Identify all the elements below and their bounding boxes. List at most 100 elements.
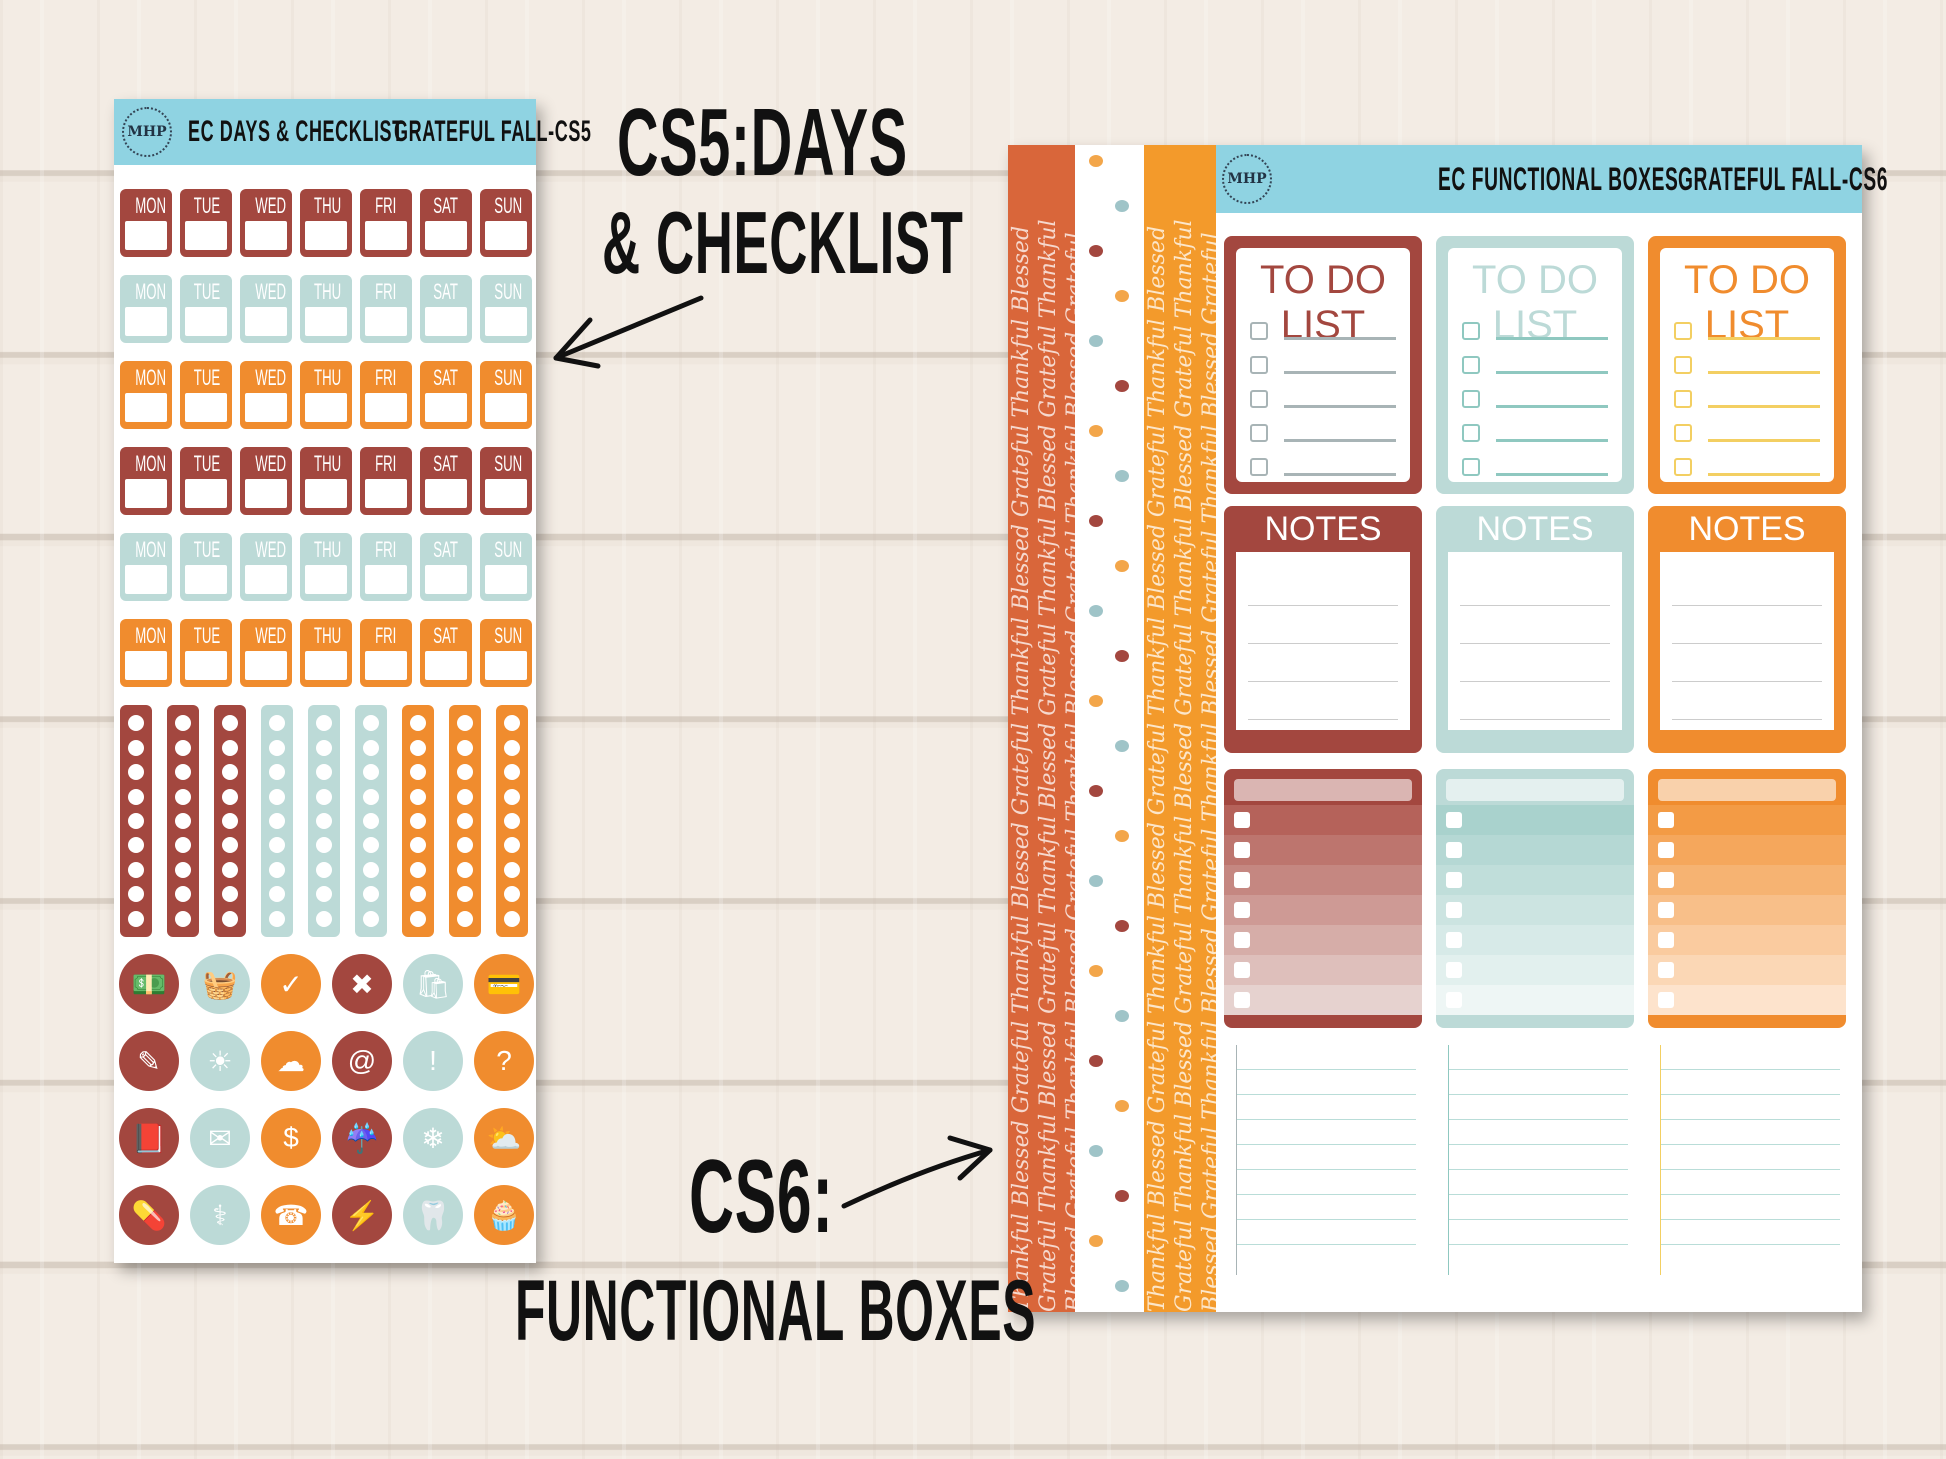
gradient-checkbox xyxy=(1658,992,1674,1008)
day-write-box xyxy=(485,221,527,250)
email-icon: @ xyxy=(332,1031,392,1091)
day-text: FRI xyxy=(375,279,397,304)
phone-icon: ☎ xyxy=(261,1185,321,1245)
todo-row xyxy=(1462,374,1608,408)
day-write-box xyxy=(245,479,287,508)
rain-cloud-icon: ☔ xyxy=(332,1108,392,1168)
checkbox-circle xyxy=(128,788,144,805)
ruled-line xyxy=(1661,1095,1840,1120)
day-sticker: THU xyxy=(300,447,352,515)
pumpkin-icon xyxy=(1089,155,1103,167)
day-text: TUE xyxy=(193,279,221,304)
envelope-icon: ✉ xyxy=(190,1108,250,1168)
gradient-row xyxy=(1648,805,1846,835)
day-sticker: WED xyxy=(240,447,292,515)
checkbox-circle xyxy=(269,739,285,756)
day-text: FRI xyxy=(375,537,397,562)
day-sticker: FRI xyxy=(360,189,412,257)
checkbox-circle xyxy=(269,910,285,927)
day-write-box xyxy=(185,565,227,594)
todo-row xyxy=(1462,340,1608,374)
ruled-line xyxy=(1661,1220,1840,1245)
checkbox-circle xyxy=(363,764,379,781)
notes-line xyxy=(1672,682,1822,720)
day-label: FRI xyxy=(365,193,407,221)
notes-line xyxy=(1248,606,1398,644)
day-text: TUE xyxy=(193,193,221,218)
checkbox-circle xyxy=(316,886,332,903)
todo-inner: TO DO LIST xyxy=(1448,248,1622,482)
notes-line xyxy=(1460,644,1610,682)
ruled-line xyxy=(1237,1120,1416,1145)
checklist-strip xyxy=(308,705,340,937)
day-sticker: FRI xyxy=(360,275,412,343)
todo-row xyxy=(1674,340,1820,374)
checkbox-circle xyxy=(457,861,473,878)
todo-line xyxy=(1496,405,1608,408)
day-label: FRI xyxy=(365,537,407,565)
pumpkin-icon xyxy=(1115,650,1129,662)
ruled-line xyxy=(1449,1045,1628,1070)
ruled-line xyxy=(1237,1170,1416,1195)
day-text: SUN xyxy=(494,537,523,562)
day-sticker: TUE xyxy=(180,361,232,429)
checklist-strip xyxy=(261,705,293,937)
todo-checkbox xyxy=(1250,356,1268,374)
gradient-row xyxy=(1224,805,1422,835)
checkbox-circle xyxy=(269,715,285,732)
checkbox-circle xyxy=(363,861,379,878)
ruled-line xyxy=(1661,1045,1840,1070)
checkbox-circle xyxy=(269,886,285,903)
day-sticker: WED xyxy=(240,533,292,601)
ruled-line xyxy=(1449,1195,1628,1220)
pumpkin-icon xyxy=(1089,425,1103,437)
checkbox-circle xyxy=(457,764,473,781)
todo-row xyxy=(1462,442,1608,476)
notes-line xyxy=(1248,644,1398,682)
day-label: THU xyxy=(305,537,347,565)
pumpkin-icon xyxy=(1115,740,1129,752)
day-text: WED xyxy=(255,451,287,476)
checklist-strip xyxy=(355,705,387,937)
day-text: SAT xyxy=(433,623,459,648)
book-icon: 📕 xyxy=(119,1108,179,1168)
checklist-strip xyxy=(214,705,246,937)
lined-notes-area xyxy=(1236,1045,1416,1275)
snow-cloud-icon: ❄ xyxy=(403,1108,463,1168)
day-sticker: SUN xyxy=(480,447,532,515)
day-label: TUE xyxy=(185,451,227,479)
pumpkin-icon xyxy=(1089,875,1103,887)
day-write-box xyxy=(425,651,467,680)
checkbox-circle xyxy=(363,812,379,829)
day-sticker: THU xyxy=(300,189,352,257)
day-text: SAT xyxy=(433,279,459,304)
ruled-line xyxy=(1661,1070,1840,1095)
ruled-line xyxy=(1449,1170,1628,1195)
todo-checkbox xyxy=(1462,424,1480,442)
checkbox-circle xyxy=(128,764,144,781)
sheet-header: MHP EC DAYS & CHECKLIST GRATEFUL FALL-CS… xyxy=(114,99,591,165)
pumpkin-icon xyxy=(1115,200,1129,212)
sheet-title: EC FUNCTIONAL BOXES xyxy=(1438,160,1679,197)
sheet-code: GRATEFUL FALL-CS6 xyxy=(1678,160,1889,197)
day-sticker: FRI xyxy=(360,361,412,429)
cheque-icon: ✎ xyxy=(119,1031,179,1091)
day-text: THU xyxy=(314,537,342,562)
checkbox-circle xyxy=(175,861,191,878)
checkbox-circle xyxy=(410,739,426,756)
day-text: SAT xyxy=(433,537,459,562)
todo-checkbox xyxy=(1674,356,1692,374)
checkbox-circle xyxy=(363,788,379,805)
day-label: MON xyxy=(125,193,167,221)
mhp-logo: MHP xyxy=(122,107,172,157)
day-write-box xyxy=(125,479,167,508)
day-write-box xyxy=(305,393,347,422)
gradient-checkbox xyxy=(1446,992,1462,1008)
day-sticker: SAT xyxy=(420,533,472,601)
day-text: WED xyxy=(255,365,287,390)
day-sticker: MON xyxy=(120,533,172,601)
checkbox-circle xyxy=(457,812,473,829)
pumpkin-icon xyxy=(1089,965,1103,977)
mhp-logo: MHP xyxy=(1222,154,1272,204)
